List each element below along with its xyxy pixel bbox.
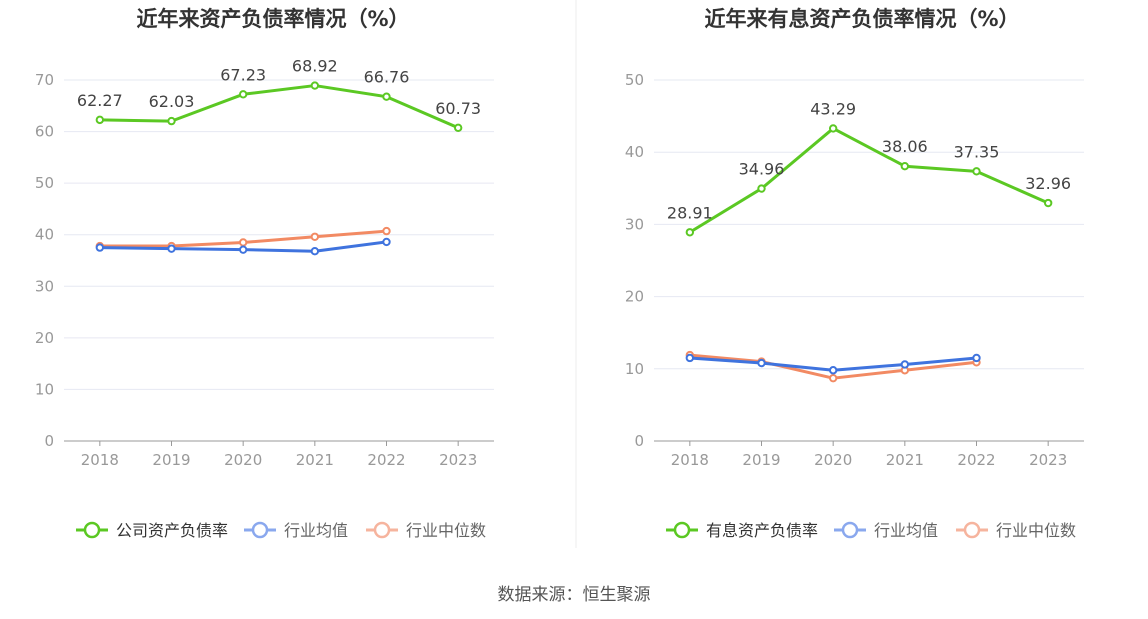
x-tick-label: 2021 [296, 451, 334, 469]
data-point [828, 373, 838, 383]
y-tick-label: 60 [35, 123, 54, 141]
legend-item[interactable]: 行业均值 [834, 521, 938, 540]
data-point [757, 184, 766, 193]
data-label: 62.27 [77, 91, 123, 110]
x-tick-label: 2023 [439, 451, 477, 469]
x-tick-label: 2021 [886, 451, 924, 469]
data-label: 38.06 [882, 137, 928, 156]
data-source-text: 数据来源：恒生聚源 [497, 585, 651, 605]
y-tick-label: 70 [35, 71, 54, 89]
legend-label: 行业均值 [284, 521, 348, 540]
data-point [238, 238, 248, 247]
y-tick-label: 50 [625, 71, 644, 89]
legend-marker-icon [673, 521, 691, 539]
legend-label: 有息资产负债率 [706, 521, 818, 540]
data-point [238, 245, 248, 254]
legend-item[interactable]: 有息资产负债率 [666, 521, 818, 540]
data-label: 67.23 [220, 65, 266, 84]
legend-marker-icon [251, 521, 269, 539]
data-point [382, 237, 391, 247]
legend-item[interactable]: 行业中位数 [956, 521, 1076, 540]
data-point [382, 92, 391, 101]
data-point [972, 167, 981, 176]
chart-debt-ratio: 近年来资产负债率情况（%） 0 10 20 30 40 50 60 70 2018 2019 2020… [35, 7, 494, 540]
data-point [685, 228, 695, 237]
data-point [310, 81, 320, 90]
y-tick-label: 10 [35, 380, 54, 398]
x-tick-label: 2019 [152, 451, 190, 469]
legend-item[interactable]: 行业中位数 [366, 521, 486, 540]
y-tick-label: 40 [625, 143, 644, 161]
legend-label: 公司资产负债率 [116, 521, 228, 540]
y-tick-label: 40 [35, 226, 54, 244]
x-tick-label: 2018 [671, 451, 709, 469]
data-point [453, 123, 463, 133]
y-tick-label: 50 [35, 174, 54, 192]
y-tick-label: 0 [634, 432, 644, 450]
data-point [1043, 198, 1053, 208]
x-tick-label: 2020 [224, 451, 262, 469]
x-tick-label: 2022 [957, 451, 995, 469]
data-label: 60.73 [435, 99, 481, 118]
x-tick-label: 2023 [1029, 451, 1067, 469]
legend-marker-icon [83, 521, 101, 539]
series-line-main [99, 84, 459, 130]
legend-label: 行业中位数 [996, 521, 1076, 540]
data-point [382, 226, 391, 236]
y-tick-label: 0 [44, 432, 54, 450]
data-point [972, 353, 981, 363]
data-point [310, 247, 320, 256]
x-tick-label: 2022 [367, 451, 405, 469]
x-tick-label: 2020 [814, 451, 852, 469]
data-label: 37.35 [954, 142, 1000, 161]
series-line-main [689, 126, 1049, 234]
chart-title: 近年来有息资产负债率情况（%） [704, 7, 1019, 31]
data-label: 34.96 [739, 160, 785, 179]
data-label: 68.92 [292, 57, 338, 76]
data-point [95, 115, 105, 125]
legend-marker-icon [963, 521, 981, 539]
data-point [310, 232, 320, 241]
data-label: 66.76 [364, 68, 410, 87]
data-point [167, 244, 176, 253]
data-point [95, 243, 105, 252]
y-tick-label: 20 [35, 329, 54, 347]
legend-item[interactable]: 公司资产负债率 [76, 521, 228, 540]
data-point [685, 353, 695, 363]
data-label: 32.96 [1025, 174, 1071, 193]
y-tick-label: 30 [625, 215, 644, 233]
data-point [828, 124, 838, 133]
y-tick-label: 10 [625, 360, 644, 378]
data-point [167, 116, 176, 126]
data-label: 43.29 [810, 99, 856, 118]
data-label: 28.91 [667, 203, 713, 222]
data-point [900, 162, 910, 171]
data-point [828, 366, 838, 375]
chart-interest-debt-ratio: 近年来有息资产负债率情况（%） 0 10 20 30 40 50 2018 2019 2020 20… [625, 7, 1084, 540]
data-point [900, 360, 910, 369]
x-tick-label: 2018 [81, 451, 119, 469]
data-point [238, 90, 248, 99]
legend-label: 行业均值 [874, 521, 938, 540]
x-tick-label: 2019 [742, 451, 780, 469]
legend-item[interactable]: 行业均值 [244, 521, 348, 540]
legend-marker-icon [841, 521, 859, 539]
data-point [757, 358, 766, 368]
data-label: 62.03 [149, 92, 195, 111]
y-tick-label: 30 [35, 277, 54, 295]
chart-title: 近年来资产负债率情况（%） [136, 7, 409, 31]
y-tick-label: 20 [625, 288, 644, 306]
legend-label: 行业中位数 [406, 521, 486, 540]
legend-marker-icon [373, 521, 391, 539]
